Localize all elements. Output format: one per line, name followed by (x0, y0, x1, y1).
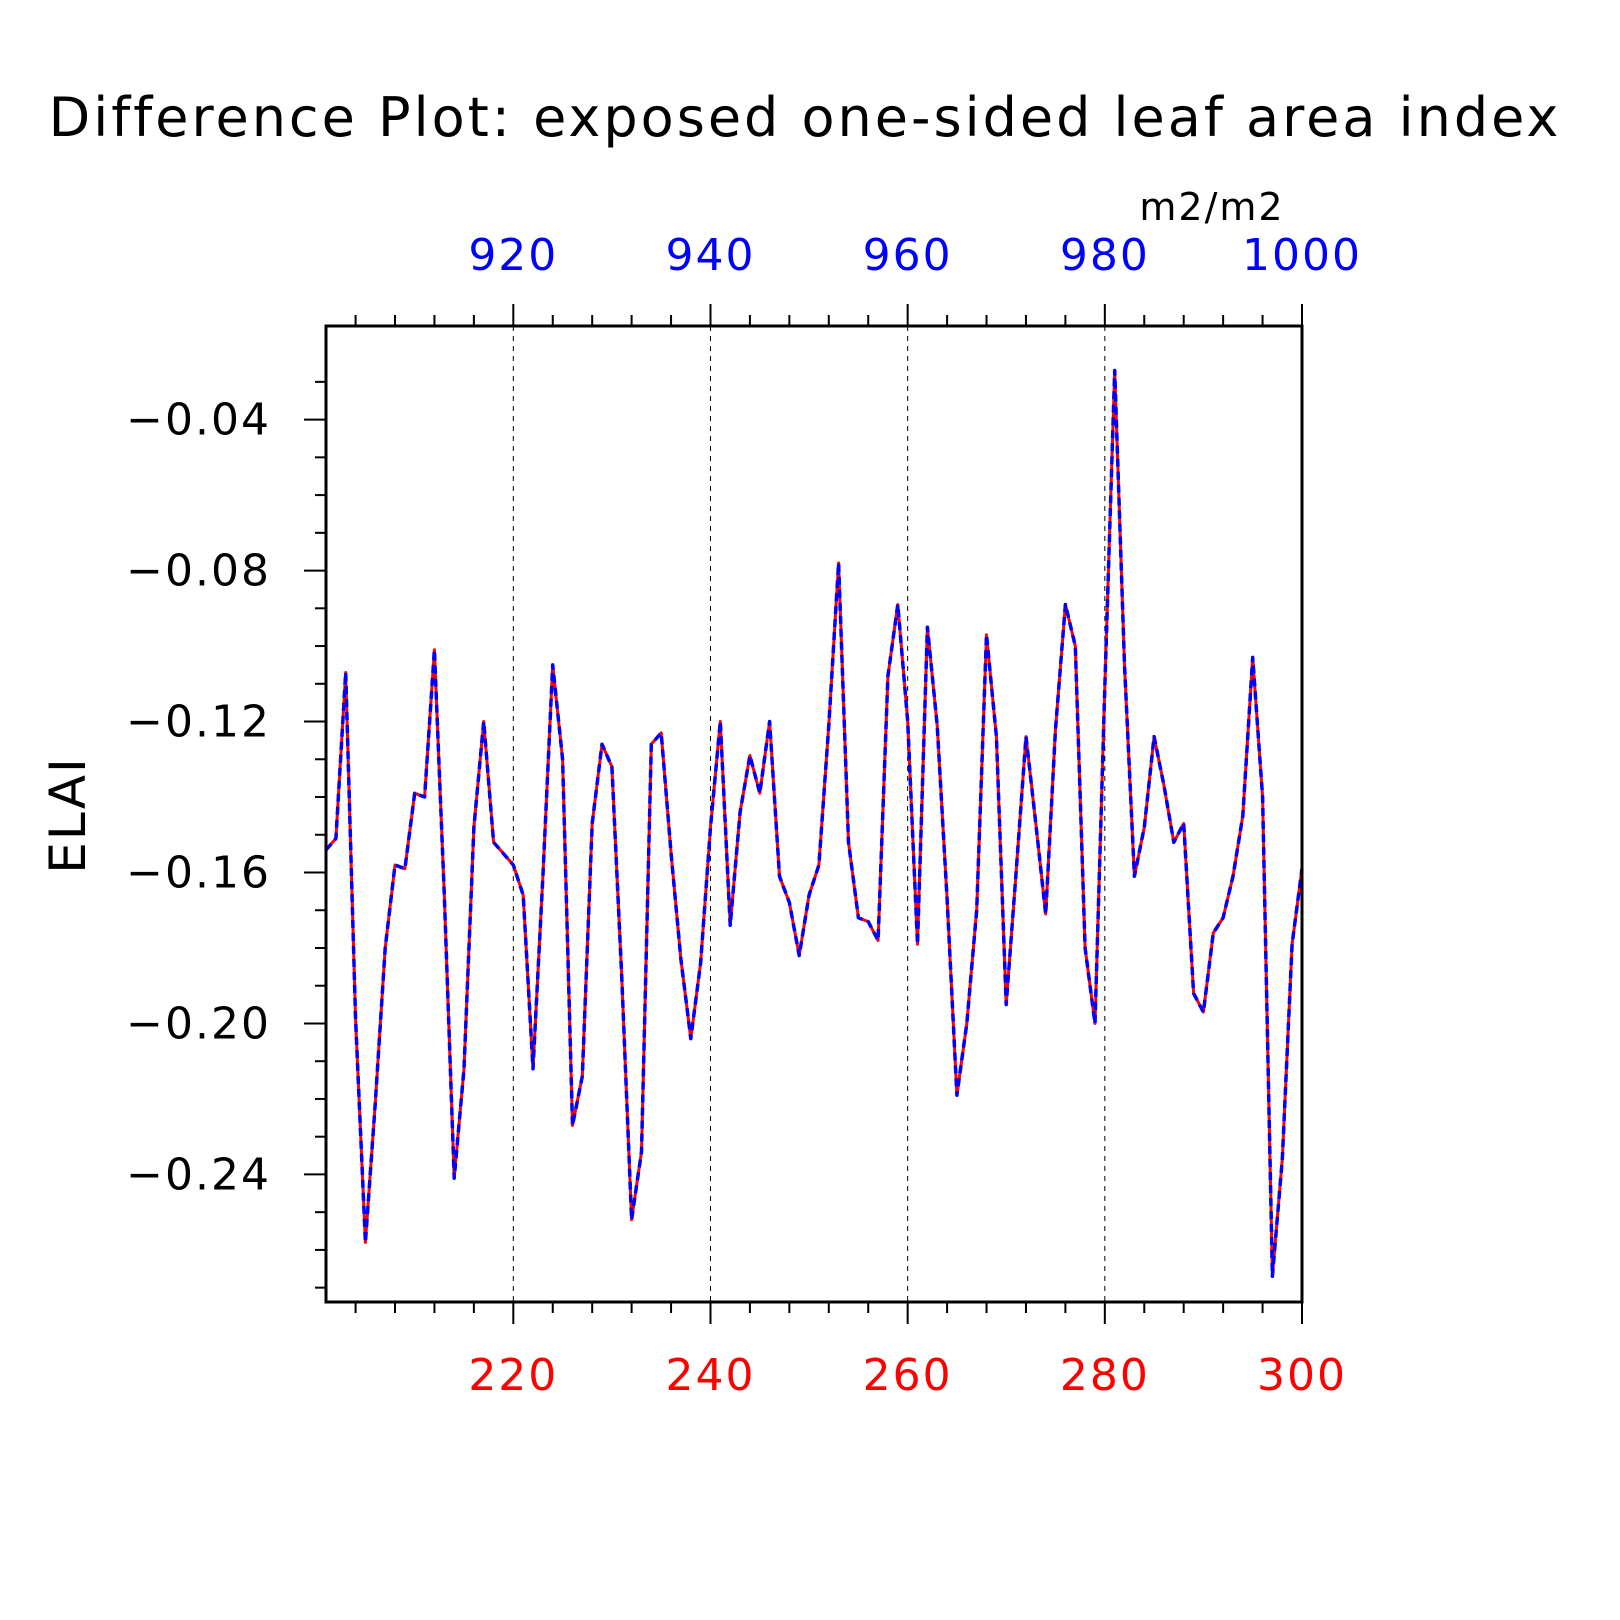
data-point-261 (916, 943, 919, 946)
data-point-223 (542, 875, 544, 878)
series-blue-dashed-polyline (324, 368, 1304, 1279)
data-point-263 (936, 724, 939, 727)
data-point-235 (660, 732, 663, 734)
top-x-tick-label: 980 (1060, 230, 1150, 281)
data-point-244 (749, 754, 751, 757)
y-tick-label: −0.16 (126, 847, 271, 898)
data-point-273 (1034, 822, 1037, 825)
data-point-203 (344, 671, 347, 674)
top-x-tick-label: 1000 (1242, 230, 1362, 281)
data-point-257 (877, 939, 879, 942)
units-label: m2/m2 (1139, 185, 1284, 229)
data-point-215 (463, 1067, 465, 1070)
series-red-line (324, 369, 1304, 1278)
top-x-tick-label: 920 (468, 230, 558, 281)
data-point-274 (1044, 913, 1047, 915)
axis-tick-labels: −0.04 −0.08 −0.12 −0.16 −0.20 −0.24 220 240 260 2… (126, 230, 1362, 1401)
data-point-253 (837, 562, 840, 564)
vertical-gridlines (512, 326, 1106, 1302)
data-point-217 (482, 720, 485, 723)
y-tick-label: −0.08 (126, 546, 271, 597)
data-point-226 (571, 1124, 574, 1127)
data-point-266 (965, 1022, 968, 1025)
data-point-240 (709, 826, 712, 829)
data-point-205 (364, 1241, 367, 1244)
data-point-260 (906, 720, 909, 723)
y-tick-label: −0.04 (126, 395, 271, 446)
bottom-x-tick-label: 260 (863, 1350, 953, 1401)
top-x-tick-label: 960 (863, 230, 953, 281)
data-point-282 (1123, 664, 1126, 666)
chart-title: Difference Plot: exposed one-sided leaf … (49, 86, 1562, 149)
data-point-291 (1212, 932, 1215, 934)
data-point-241 (719, 720, 722, 723)
y-tick-label: −0.24 (126, 1149, 271, 1200)
y-tick-label: −0.12 (126, 697, 271, 748)
data-point-245 (758, 792, 761, 795)
data-point-279 (1094, 1022, 1096, 1025)
bottom-x-tick-label: 220 (468, 1350, 558, 1401)
data-point-277 (1074, 645, 1077, 647)
bottom-x-tick-label: 280 (1060, 1350, 1150, 1401)
bottom-x-tick-label: 300 (1257, 1350, 1347, 1401)
y-axis-label: ELAI (39, 756, 97, 874)
data-point-232 (630, 1218, 633, 1221)
data-point-288 (1182, 822, 1185, 825)
data-point-204 (354, 1018, 357, 1021)
series-blue-dashed-line (324, 368, 1304, 1279)
data-point-212 (433, 648, 436, 651)
bottom-x-tick-label: 240 (665, 1350, 755, 1401)
plot-frame (324, 324, 1304, 1304)
data-point-268 (985, 633, 988, 636)
data-point-221 (522, 894, 525, 896)
axis-ticks (304, 304, 1303, 1324)
series-red-polyline (324, 369, 1304, 1278)
data-point-209 (404, 867, 406, 870)
data-point-286 (1163, 784, 1165, 787)
data-point-213 (443, 894, 446, 896)
data-point-280 (1103, 686, 1106, 689)
data-point-269 (995, 735, 998, 738)
data-point-208 (394, 864, 396, 866)
top-x-tick-label: 940 (665, 230, 755, 281)
y-tick-label: −0.20 (126, 998, 271, 1049)
